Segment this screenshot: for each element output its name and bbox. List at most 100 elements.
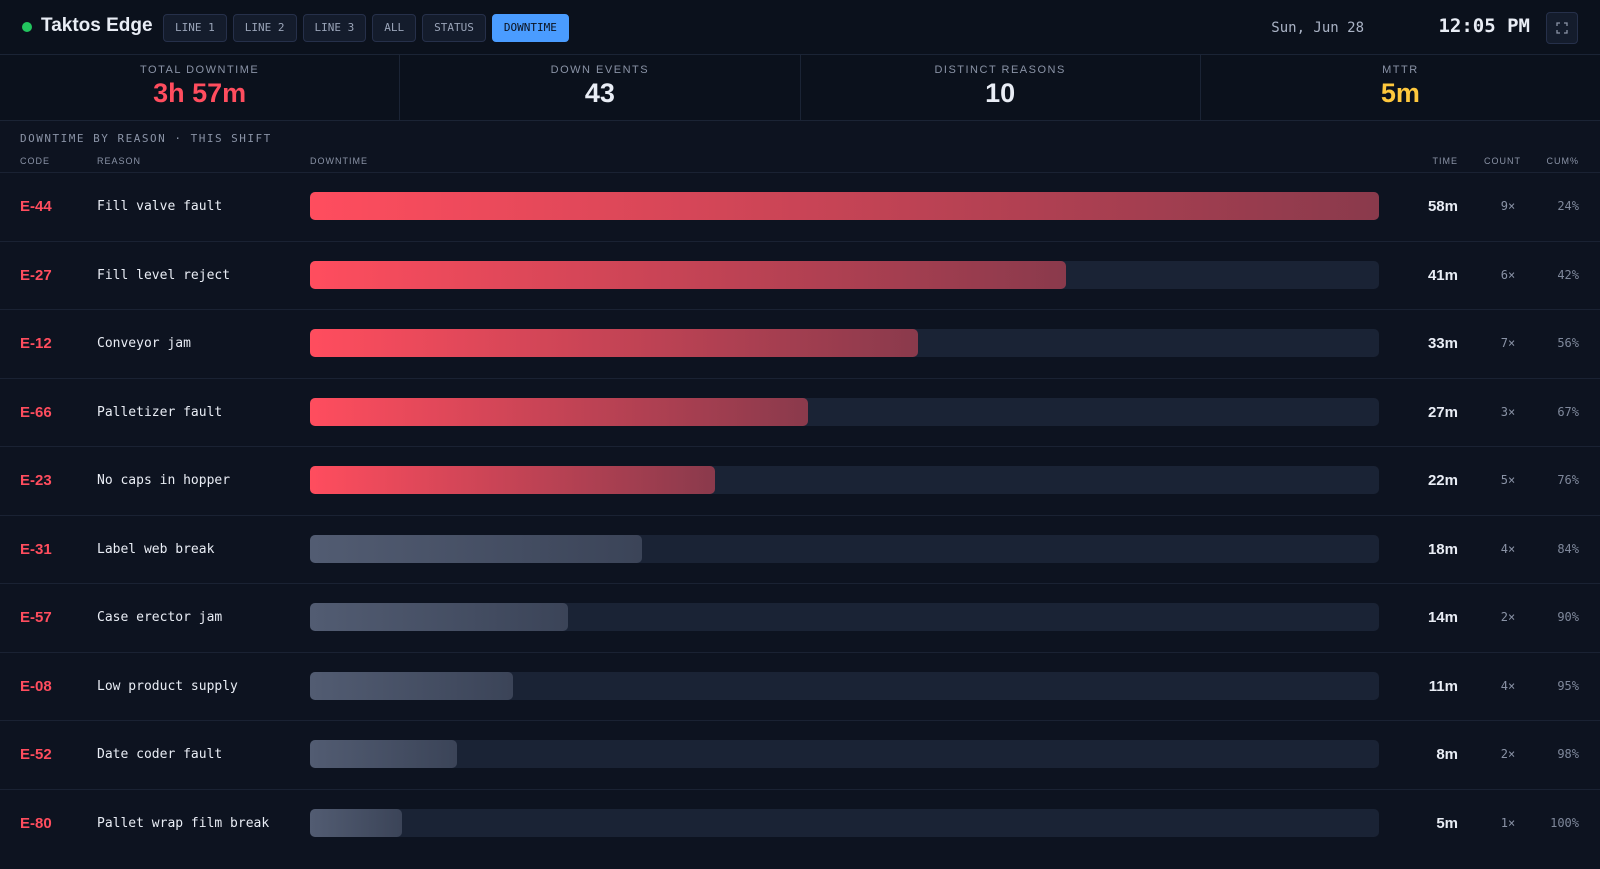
bar-track bbox=[310, 466, 1379, 494]
count: 1× bbox=[1500, 815, 1516, 830]
tab[interactable]: LINE 3 bbox=[302, 14, 367, 42]
time: 27m bbox=[1427, 403, 1458, 421]
column-header: REASON bbox=[97, 156, 142, 166]
bar bbox=[310, 603, 569, 631]
tab[interactable]: ALL bbox=[372, 14, 417, 42]
kpi-label: DOWN EVENTS bbox=[550, 64, 650, 76]
kpi-card: TOTAL DOWNTIME 3h 57m bbox=[0, 55, 401, 120]
kpi-label: TOTAL DOWNTIME bbox=[140, 64, 260, 76]
reason: Pallet wrap film break bbox=[97, 815, 270, 831]
bar-track bbox=[310, 534, 1379, 563]
reason: Fill valve fault bbox=[97, 199, 223, 214]
kpi-value: 10 bbox=[985, 78, 1016, 108]
count: 4× bbox=[1500, 541, 1516, 556]
cum: 84% bbox=[1557, 541, 1579, 556]
kpi-value: 5m bbox=[1380, 78, 1420, 108]
bar-track bbox=[310, 740, 1379, 768]
tab[interactable]: LINE 2 bbox=[232, 14, 297, 42]
bar-track bbox=[310, 260, 1379, 289]
bar bbox=[310, 740, 458, 768]
reason: Conveyor jam bbox=[97, 336, 191, 351]
code: E-12 bbox=[20, 335, 52, 352]
code: E-23 bbox=[20, 472, 52, 489]
code: E-44 bbox=[20, 198, 52, 215]
column-header: DOWNTIME bbox=[310, 156, 368, 166]
code: E-27 bbox=[20, 266, 52, 284]
code: E-52 bbox=[20, 746, 52, 763]
tab[interactable]: DOWNTIME bbox=[491, 14, 569, 42]
reason: Date coder fault bbox=[97, 747, 223, 762]
table-row: E-52 Date coder fault 8m 2× 98% bbox=[0, 720, 1600, 789]
bar bbox=[310, 466, 716, 494]
count: 3× bbox=[1500, 404, 1516, 419]
cum: 95% bbox=[1557, 678, 1579, 693]
bar bbox=[310, 260, 1066, 289]
reason: Low product supply bbox=[97, 678, 238, 694]
count: 9× bbox=[1500, 199, 1516, 213]
bar-track bbox=[310, 671, 1379, 700]
code: E-57 bbox=[20, 609, 52, 626]
code: E-08 bbox=[20, 677, 52, 695]
count: 4× bbox=[1500, 678, 1516, 693]
kpi-card: MTTR 5m bbox=[1201, 55, 1600, 120]
reason: No caps in hopper bbox=[97, 473, 231, 488]
clock: 12:05 PM bbox=[1438, 15, 1530, 37]
table-body: E-44 Fill valve fault 58m 9× 24% E-27 Fill lev… bbox=[0, 172, 1600, 857]
time: 14m bbox=[1427, 609, 1458, 626]
count: 2× bbox=[1500, 747, 1516, 761]
fullscreen-button[interactable] bbox=[1546, 12, 1578, 44]
kpi-strip: TOTAL DOWNTIME 3h 57m DOWN EVENTS 43 DISTINC… bbox=[0, 55, 1600, 121]
kpi-card: DISTINCT REASONS 10 bbox=[801, 55, 1201, 120]
count: 5× bbox=[1500, 473, 1516, 487]
time: 18m bbox=[1427, 540, 1458, 558]
time: 5m bbox=[1436, 814, 1458, 832]
bar bbox=[310, 534, 642, 563]
kpi-label: MTTR bbox=[1382, 64, 1419, 76]
count: 7× bbox=[1500, 336, 1516, 350]
tab[interactable]: STATUS bbox=[422, 14, 486, 42]
time: 22m bbox=[1427, 472, 1458, 489]
code: E-31 bbox=[20, 540, 52, 558]
table-row: E-23 No caps in hopper 22m 5× 76% bbox=[0, 446, 1600, 515]
bar-track bbox=[310, 397, 1379, 426]
bar bbox=[310, 329, 919, 357]
fullscreen-icon bbox=[1556, 22, 1568, 34]
table-row: E-66 Palletizer fault 27m 3× 67% bbox=[0, 377, 1600, 447]
bar bbox=[310, 808, 403, 837]
time: 8m bbox=[1436, 746, 1458, 763]
table-row: E-31 Label web break 18m 4× 84% bbox=[0, 514, 1600, 584]
kpi-card: DOWN EVENTS 43 bbox=[400, 55, 801, 120]
cum: 42% bbox=[1557, 267, 1579, 282]
time: 58m bbox=[1427, 198, 1458, 215]
time: 33m bbox=[1427, 335, 1458, 352]
tab[interactable]: LINE 1 bbox=[163, 14, 227, 42]
table-row: E-44 Fill valve fault 58m 9× 24% bbox=[0, 172, 1600, 241]
bar-track bbox=[310, 603, 1379, 631]
top-bar: Taktos Edge LINE 1 LINE 2 LINE 3 ALL STATUS D… bbox=[0, 0, 1600, 55]
table-row: E-27 Fill level reject 41m 6× 42% bbox=[0, 240, 1600, 310]
bar bbox=[310, 192, 1379, 220]
cum: 98% bbox=[1557, 747, 1579, 761]
cum: 67% bbox=[1557, 404, 1579, 419]
bar bbox=[310, 397, 808, 426]
section-title: DOWNTIME BY REASON · THIS SHIFT bbox=[20, 132, 272, 145]
code: E-80 bbox=[20, 814, 52, 832]
cum: 90% bbox=[1557, 610, 1579, 624]
column-header: CUM% bbox=[1546, 156, 1579, 166]
bar-track bbox=[310, 192, 1379, 220]
cum: 24% bbox=[1557, 199, 1579, 213]
table-row: E-08 Low product supply 11m 4× 95% bbox=[0, 651, 1600, 721]
cum: 100% bbox=[1550, 815, 1579, 830]
column-header: CODE bbox=[20, 156, 51, 166]
brand: Taktos Edge bbox=[41, 15, 153, 36]
tab-bar: LINE 1 LINE 2 LINE 3 ALL STATUS DOWNTIME bbox=[163, 14, 569, 42]
reason: Label web break bbox=[97, 541, 215, 557]
column-header: COUNT bbox=[1484, 156, 1521, 166]
count: 6× bbox=[1500, 267, 1516, 282]
cum: 56% bbox=[1557, 336, 1579, 350]
reason: Fill level reject bbox=[97, 267, 231, 283]
kpi-label: DISTINCT REASONS bbox=[934, 64, 1066, 76]
table-row: E-12 Conveyor jam 33m 7× 56% bbox=[0, 309, 1600, 378]
cum: 76% bbox=[1557, 473, 1579, 487]
